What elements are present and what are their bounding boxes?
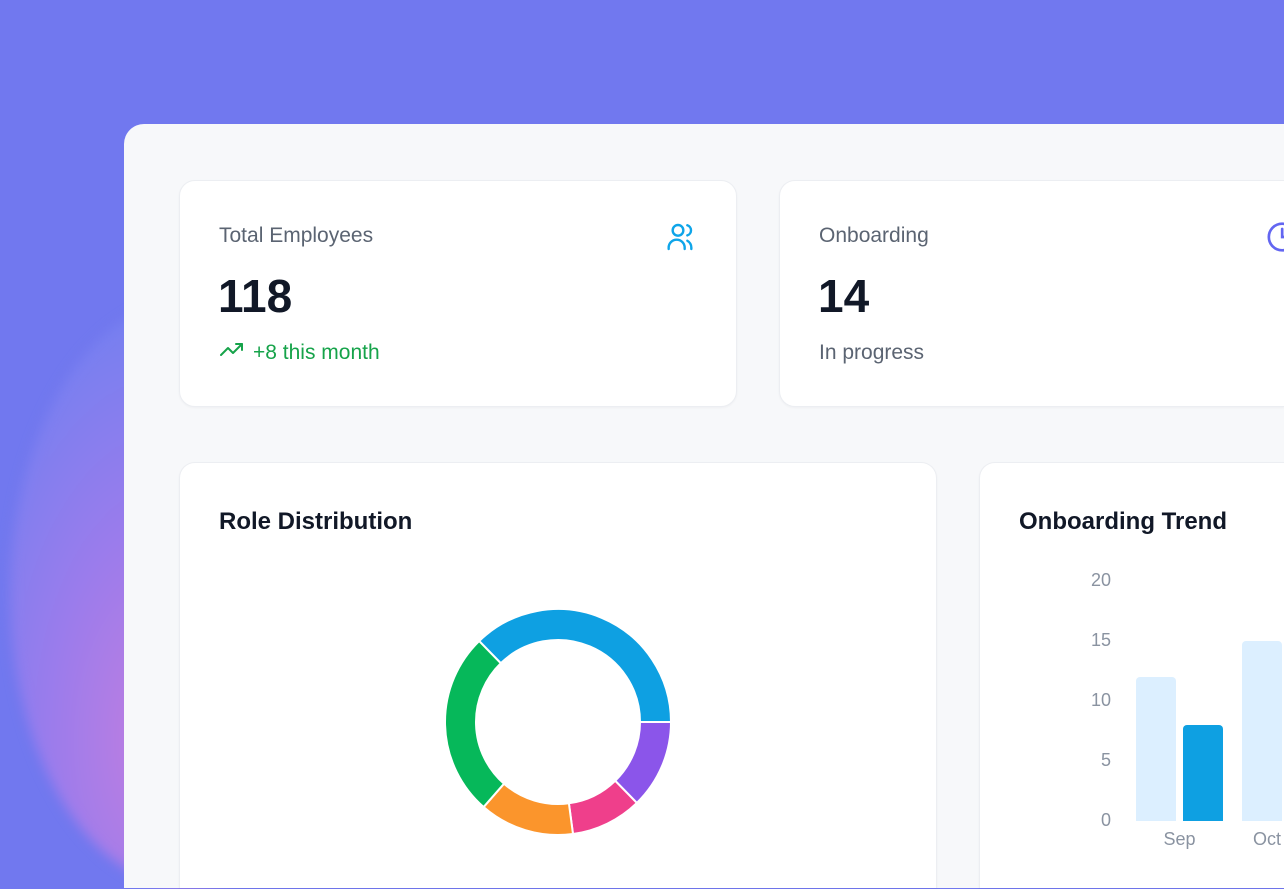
stat-card-total-employees: Total Employees 118 +8 this month xyxy=(179,180,737,407)
bar-sep-series-0[interactable] xyxy=(1136,677,1176,821)
donut-slice-4[interactable] xyxy=(444,639,506,809)
trending-up-icon xyxy=(219,341,245,365)
x-tick-label: Sep xyxy=(1163,829,1196,849)
role-distribution-card: Role Distribution xyxy=(179,462,937,888)
stat-value: 14 xyxy=(818,270,870,322)
y-tick-label: 15 xyxy=(1090,630,1111,650)
x-tick-label: Oct xyxy=(1252,829,1281,849)
bar-sep-series-1[interactable] xyxy=(1183,725,1223,821)
users-icon xyxy=(666,221,698,258)
y-tick-label: 5 xyxy=(1100,750,1111,770)
stat-subtext: In progress xyxy=(819,341,925,364)
y-tick-label: 10 xyxy=(1090,690,1111,710)
stat-label: Onboarding xyxy=(819,224,929,247)
donut-slice-0[interactable] xyxy=(477,608,673,723)
stat-value: 118 xyxy=(218,270,293,322)
y-tick-label: 20 xyxy=(1090,570,1111,590)
bar-chart: 0 5 10 15 20 Sep Oct xyxy=(980,463,1284,889)
chart-title: Role Distribution xyxy=(219,508,413,535)
y-tick-label: 0 xyxy=(1100,810,1111,830)
onboarding-trend-card: Onboarding Trend 0 5 10 15 20 Sep Oct xyxy=(979,462,1284,888)
stat-change-text: +8 this month xyxy=(253,341,380,364)
dashboard-panel: Total Employees 118 +8 this month Onboar… xyxy=(124,124,1284,888)
stat-change: +8 this month xyxy=(219,341,380,365)
stat-label: Total Employees xyxy=(219,224,374,247)
chart-title: Onboarding Trend xyxy=(1019,508,1227,535)
clock-icon xyxy=(1266,221,1284,258)
donut-chart xyxy=(444,608,673,836)
stat-card-onboarding: Onboarding 14 In progress xyxy=(779,180,1284,407)
bar-oct-series-0[interactable] xyxy=(1242,641,1282,821)
